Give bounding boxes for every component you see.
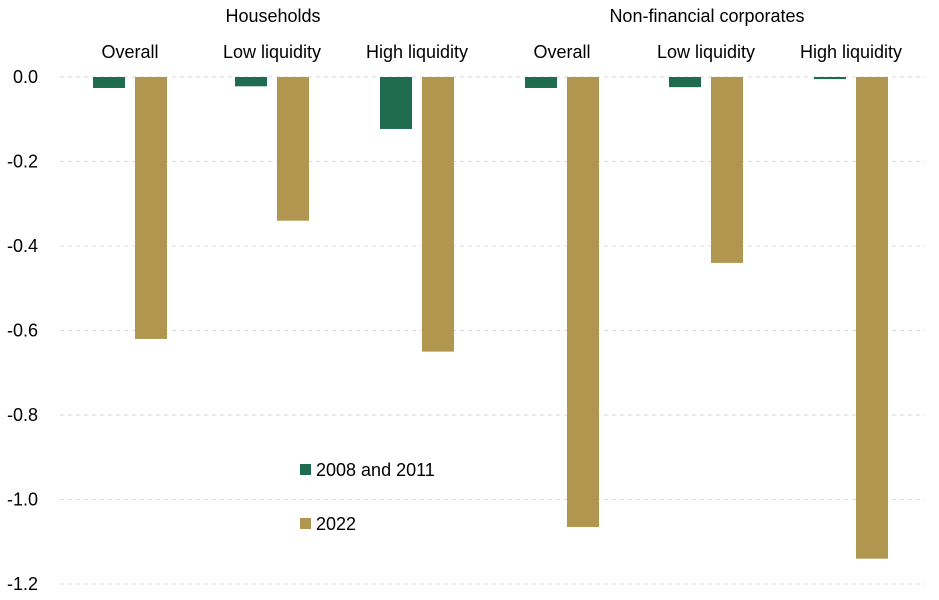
- bar-series2: [422, 77, 454, 352]
- bar-series2: [856, 77, 888, 559]
- category-labels: Overall Low liquidity High liquidity Overal…: [101, 42, 902, 62]
- category-label: High liquidity: [366, 42, 468, 62]
- y-tick-label: -0.8: [7, 405, 38, 425]
- y-tick-label: 0.0: [13, 67, 38, 87]
- legend-label: 2008 and 2011: [316, 460, 435, 480]
- legend-label: 2022: [316, 514, 356, 534]
- category-label: Overall: [533, 42, 590, 62]
- y-tick-label: -1.0: [7, 490, 38, 510]
- group-label: Non-financial corporates: [609, 6, 804, 26]
- bar-series2: [711, 77, 743, 263]
- bar-series1: [235, 77, 267, 87]
- category-label: Low liquidity: [657, 42, 755, 62]
- bar-series1: [525, 77, 557, 88]
- y-tick-label: -0.2: [7, 152, 38, 172]
- group-labels: Households Non-financial corporates: [225, 6, 804, 26]
- bars: [93, 77, 888, 559]
- legend: 2008 and 2011 2022: [300, 460, 435, 534]
- y-tick-label: -0.4: [7, 236, 38, 256]
- category-label: Low liquidity: [223, 42, 321, 62]
- y-tick-label: -0.6: [7, 321, 38, 341]
- group-label: Households: [225, 6, 320, 26]
- bar-series1: [93, 77, 125, 88]
- bar-series2: [135, 77, 167, 339]
- y-axis: 0.0 -0.2 -0.4 -0.6 -0.8 -1.0 -1.2: [7, 67, 38, 594]
- grid: [60, 76, 925, 585]
- bar-series1: [669, 77, 701, 88]
- bar-series2: [277, 77, 309, 221]
- category-label: Overall: [101, 42, 158, 62]
- bar-series1: [380, 77, 412, 129]
- bar-series2: [567, 77, 599, 527]
- legend-swatch: [300, 518, 311, 529]
- bar-series1: [814, 77, 846, 80]
- legend-swatch: [300, 464, 311, 475]
- category-label: High liquidity: [800, 42, 902, 62]
- y-tick-label: -1.2: [7, 574, 38, 594]
